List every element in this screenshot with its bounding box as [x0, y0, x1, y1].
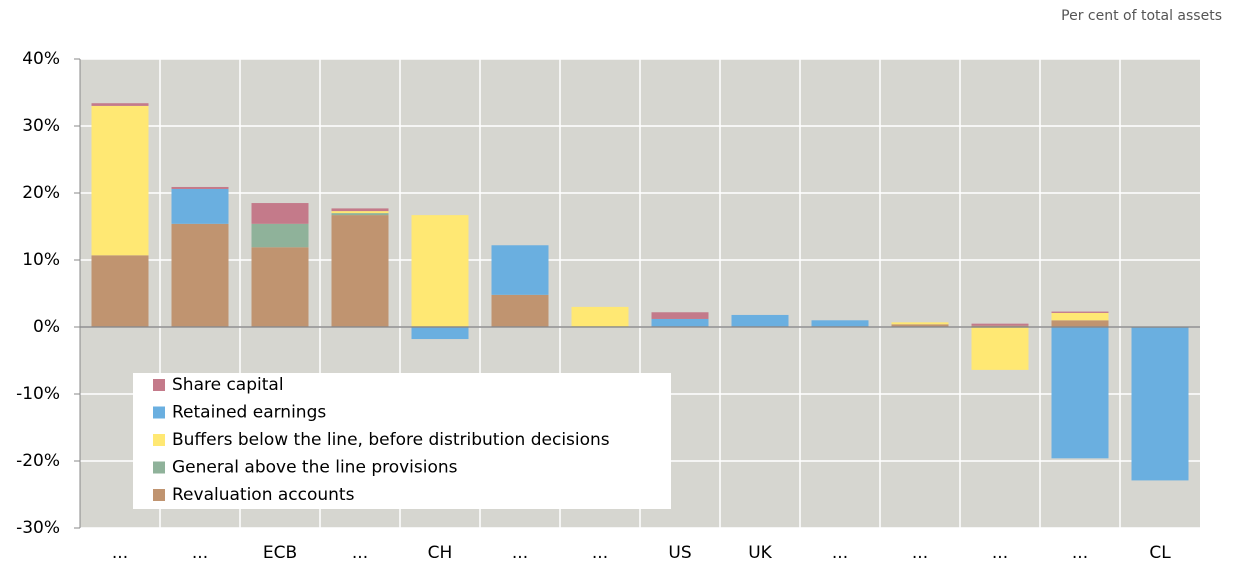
bar-segment: [491, 294, 549, 327]
bar-segment: [491, 245, 549, 295]
bar-segment: [1051, 327, 1109, 459]
bar-segment: [331, 211, 389, 214]
x-tick-label: ...: [592, 543, 608, 563]
legend-label: Revaluation accounts: [172, 485, 355, 505]
bar-segment: [1051, 320, 1109, 327]
x-tick-label: ...: [832, 543, 848, 563]
y-tick-label: -20%: [16, 451, 60, 471]
y-tick-label: 40%: [22, 49, 60, 69]
bar-segment: [171, 188, 229, 224]
x-tick-label: CL: [1149, 543, 1171, 563]
x-tick-label: US: [668, 543, 691, 563]
x-tick-label: ...: [992, 543, 1008, 563]
bar-segment: [891, 322, 949, 325]
legend-swatch: [153, 461, 165, 474]
y-tick-label: 10%: [22, 250, 60, 270]
unit-label: Per cent of total assets: [1061, 8, 1222, 24]
bar-segment: [651, 318, 709, 327]
legend-box: [133, 373, 671, 509]
bar-segment: [731, 314, 789, 327]
legend-swatch: [153, 434, 165, 446]
bar-segment: [331, 215, 389, 327]
x-tick-label: CH: [428, 543, 453, 563]
bar-segment: [331, 208, 389, 212]
y-tick-label: 30%: [22, 116, 60, 136]
x-tick-label: ...: [1072, 543, 1088, 563]
bar-segment: [891, 324, 949, 327]
bar-segment: [251, 223, 309, 248]
bar-segment: [1051, 312, 1109, 321]
bar-segment: [331, 213, 389, 216]
bar-segment: [251, 247, 309, 327]
bar-segment: [651, 312, 709, 319]
legend-label: Retained earnings: [172, 403, 326, 423]
y-tick-label: -30%: [16, 518, 60, 538]
bar-segment: [91, 105, 149, 256]
bar-segment: [411, 327, 469, 340]
legend-swatch: [153, 489, 165, 501]
y-tick-label: 0%: [33, 317, 60, 337]
bar-segment: [91, 103, 149, 106]
x-tick-label: ...: [112, 543, 128, 563]
legend-label: General above the line provisions: [172, 458, 458, 478]
bar-segment: [171, 186, 229, 189]
legend-label: Share capital: [172, 375, 284, 395]
bar-segment: [411, 215, 469, 327]
bar-segment: [171, 223, 229, 327]
x-tick-label: ECB: [263, 543, 297, 563]
legend-label: Buffers below the line, before distribut…: [172, 430, 610, 450]
x-tick-label: ...: [352, 543, 368, 563]
bar-segment: [1131, 327, 1189, 481]
y-tick-label: -10%: [16, 384, 60, 404]
bar-segment: [571, 306, 629, 327]
x-tick-label: ...: [912, 543, 928, 563]
bar-segment: [251, 203, 309, 224]
x-tick-label: ...: [512, 543, 528, 563]
bar-segment: [971, 323, 1029, 326]
y-tick-label: 20%: [22, 183, 60, 203]
bar-segment: [971, 327, 1029, 370]
legend-swatch: [153, 379, 165, 391]
legend-swatch: [153, 406, 165, 419]
x-tick-label: ...: [192, 543, 208, 563]
x-tick-label: UK: [748, 543, 772, 563]
bar-segment: [1051, 311, 1109, 313]
bar-segment: [91, 255, 149, 327]
bar-segment: [811, 320, 869, 327]
